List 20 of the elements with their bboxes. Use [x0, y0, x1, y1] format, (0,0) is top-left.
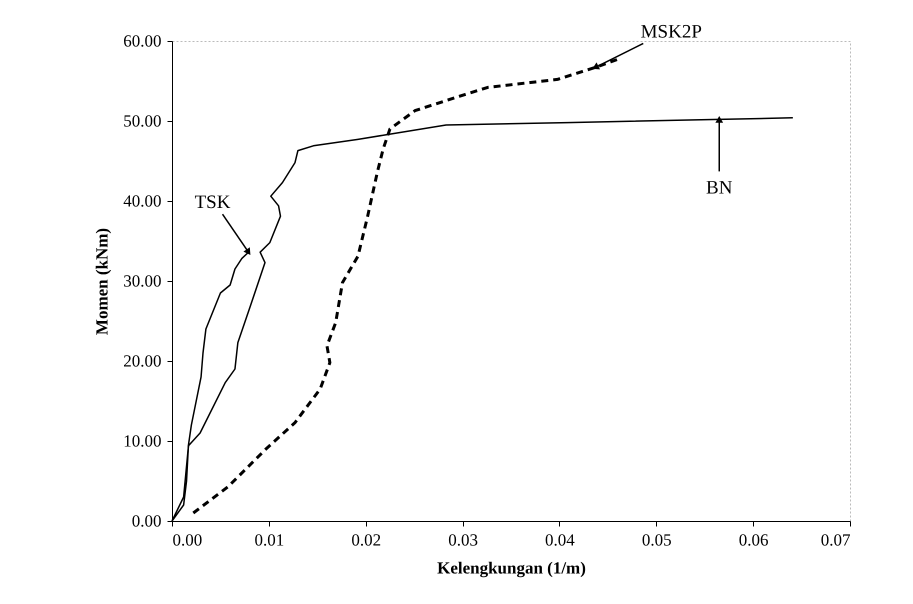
x-tick-label: 0.01: [254, 530, 284, 550]
y-tick-label: 40.00: [123, 192, 162, 210]
y-tick-label: 60.00: [123, 32, 162, 50]
y-tick-label: 30.00: [123, 272, 162, 290]
text: BN: [706, 177, 733, 198]
y-tick-label: 10.00: [123, 432, 162, 450]
x-tick-label: 0.07: [820, 530, 851, 550]
x-tick-label: 0.00: [172, 530, 202, 550]
x-tick-label: 0.03: [448, 530, 478, 550]
x-tick-label: 0.05: [642, 530, 672, 550]
x-tick-label: 0.02: [351, 530, 382, 550]
x-tick-label: 0.06: [738, 530, 769, 550]
x-tick-label: 0.04: [545, 530, 576, 550]
y-tick-label: 0.00: [132, 512, 162, 530]
series-label: MSK2P: [640, 21, 702, 42]
text: TSK: [194, 192, 231, 214]
x-axis-title: Kelengkungan (1/m): [437, 558, 586, 578]
y-tick-label: 50.00: [123, 112, 162, 130]
y-axis-title: Momen (kNm): [92, 228, 112, 336]
y-tick-label: 20.00: [123, 352, 162, 370]
